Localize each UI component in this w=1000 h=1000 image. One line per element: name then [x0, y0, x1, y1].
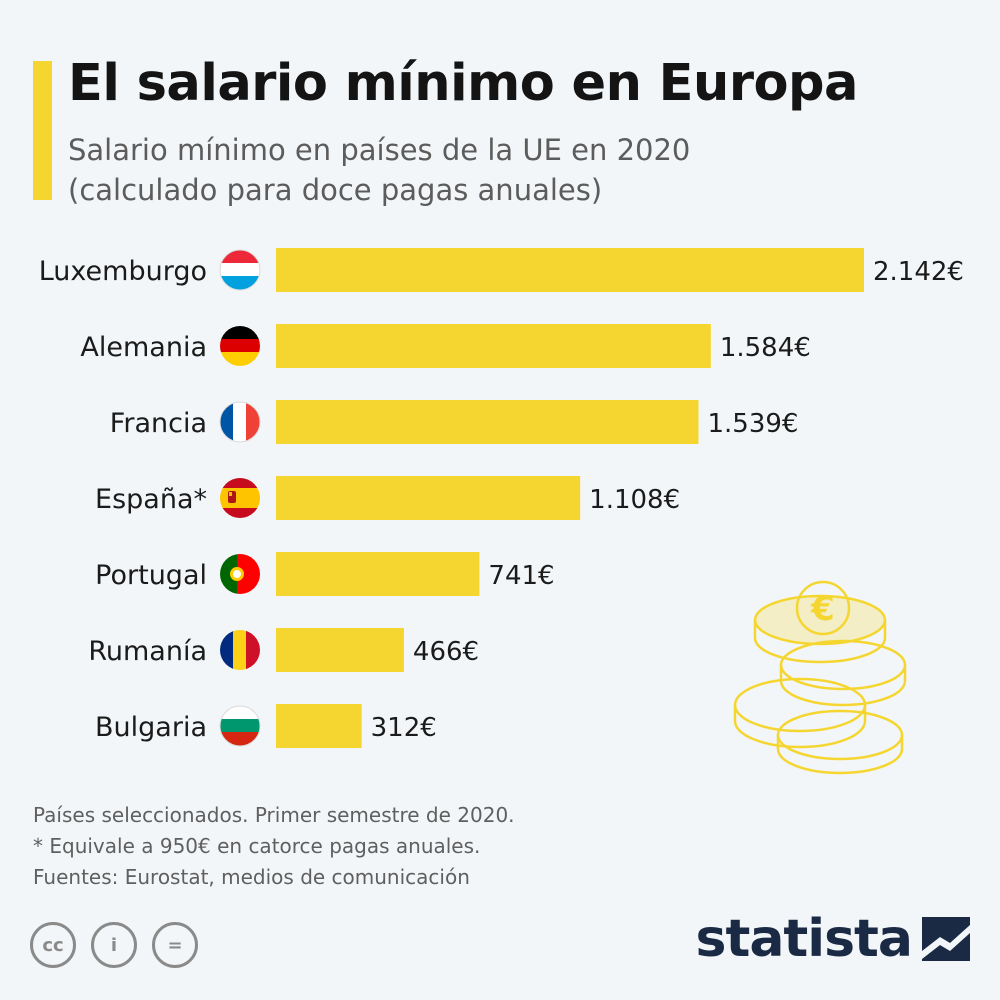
bar	[276, 248, 864, 292]
euro-symbol: €	[810, 589, 835, 629]
romania-flag-icon	[220, 630, 260, 670]
value-label: 1.539€	[707, 409, 798, 439]
luxembourg-flag-icon	[219, 249, 261, 291]
nd-icon[interactable]: =	[152, 922, 198, 968]
statista-logo[interactable]: statista	[696, 913, 970, 965]
germany-flag-icon	[220, 326, 260, 366]
value-label: 1.108€	[589, 485, 680, 515]
subtitle-line-1: Salario mínimo en países de la UE en 202…	[68, 133, 691, 167]
value-label: 741€	[488, 561, 554, 591]
value-label: 2.142€	[873, 257, 964, 287]
category-label: Alemania	[80, 332, 207, 363]
brand-name: statista	[695, 909, 913, 969]
category-label: Bulgaria	[95, 712, 207, 743]
bar	[276, 704, 362, 748]
value-label: 1.584€	[720, 333, 811, 363]
france-flag-icon	[219, 401, 261, 443]
portugal-flag-icon	[220, 554, 260, 594]
subtitle-line-2: (calculado para doce pagas anuales)	[68, 173, 603, 207]
bulgaria-flag-icon	[219, 705, 261, 747]
cc-icon[interactable]: cc	[30, 922, 76, 968]
category-label: Rumanía	[88, 636, 207, 667]
chart-title: El salario mínimo en Europa	[68, 54, 858, 113]
euro-coins-stack-icon: €	[733, 580, 907, 775]
bar	[276, 552, 480, 596]
accent-bar	[33, 61, 52, 200]
bar	[276, 628, 404, 672]
value-label: 312€	[371, 713, 437, 743]
bar-chart: Luxemburgo 2.142€ Alemania 1.584€ Francia 1.5…	[39, 248, 964, 748]
bar	[276, 324, 711, 368]
footnotes: Países seleccionados. Primer semestre de…	[33, 800, 515, 893]
category-label: Luxemburgo	[39, 256, 207, 287]
bar	[276, 476, 581, 520]
note-line: * Equivale a 950€ en catorce pagas anual…	[33, 834, 481, 858]
license-icons: cc i =	[30, 922, 198, 968]
note-line: Fuentes: Eurostat, medios de comunicació…	[33, 865, 470, 889]
chart-subtitle: Salario mínimo en países de la UE en 202…	[68, 130, 690, 210]
bar	[276, 400, 699, 444]
value-label: 466€	[413, 637, 479, 667]
category-label: Portugal	[95, 560, 207, 591]
spain-flag-icon	[220, 478, 260, 518]
by-icon[interactable]: i	[91, 922, 137, 968]
category-label: España*	[95, 484, 207, 515]
category-label: Francia	[110, 408, 207, 439]
statista-mark-icon	[922, 917, 970, 961]
note-line: Países seleccionados. Primer semestre de…	[33, 803, 515, 827]
